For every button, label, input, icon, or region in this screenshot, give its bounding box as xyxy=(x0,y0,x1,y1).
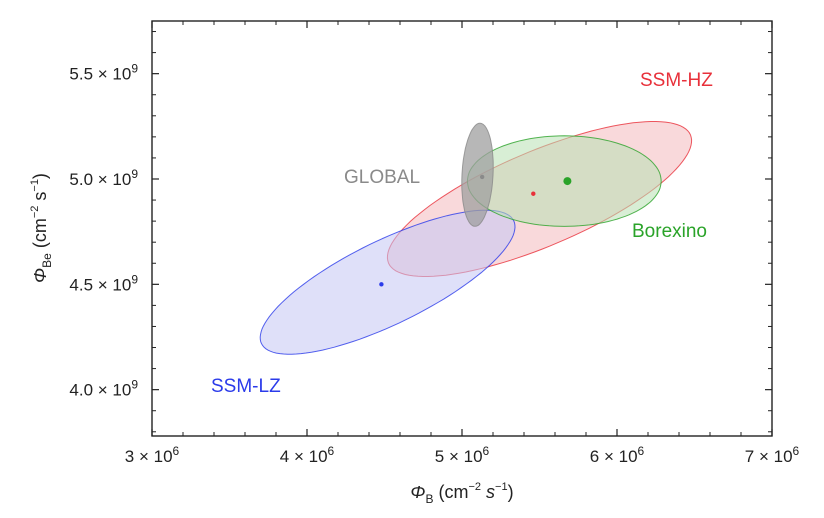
x-tick-label: 3 × 106 xyxy=(125,444,180,466)
label-ssm-lz: SSM-LZ xyxy=(211,376,281,397)
x-axis-title: ΦB (cm−2 s−1) xyxy=(410,481,513,506)
x-tick-labels: 3 × 106 4 × 106 5 × 106 6 × 106 7 × 106 xyxy=(125,444,800,466)
label-global: GLOBAL xyxy=(344,167,420,188)
y-axis-title: ΦBe (cm−2 s−1) xyxy=(29,173,54,283)
x-tick-label: 6 × 106 xyxy=(590,444,645,466)
best-fit-points xyxy=(379,174,572,287)
ellipse-global xyxy=(461,122,494,227)
label-borexino: Borexino xyxy=(632,221,707,242)
y-tick-label: 4.0 × 109 xyxy=(69,378,138,400)
point-ssm-hz xyxy=(531,191,536,196)
axis-ticks xyxy=(151,21,773,436)
point-ssm-lz xyxy=(379,282,384,287)
x-tick-label: 5 × 106 xyxy=(435,444,490,466)
label-ssm-hz: SSM-HZ xyxy=(640,70,713,91)
x-tick-label: 4 × 106 xyxy=(280,444,335,466)
y-tick-label: 5.5 × 109 xyxy=(69,62,138,84)
y-tick-label: 5.0 × 109 xyxy=(69,167,138,189)
confidence-regions xyxy=(259,121,693,355)
ellipse-ssm-lz xyxy=(259,209,516,355)
y-tick-label: 4.5 × 109 xyxy=(69,272,138,294)
y-tick-labels: 4.0 × 109 4.5 × 109 5.0 × 109 5.5 × 109 xyxy=(69,62,138,400)
x-tick-label: 7 × 106 xyxy=(745,444,800,466)
point-borexino xyxy=(563,177,572,186)
point-global xyxy=(479,174,485,180)
